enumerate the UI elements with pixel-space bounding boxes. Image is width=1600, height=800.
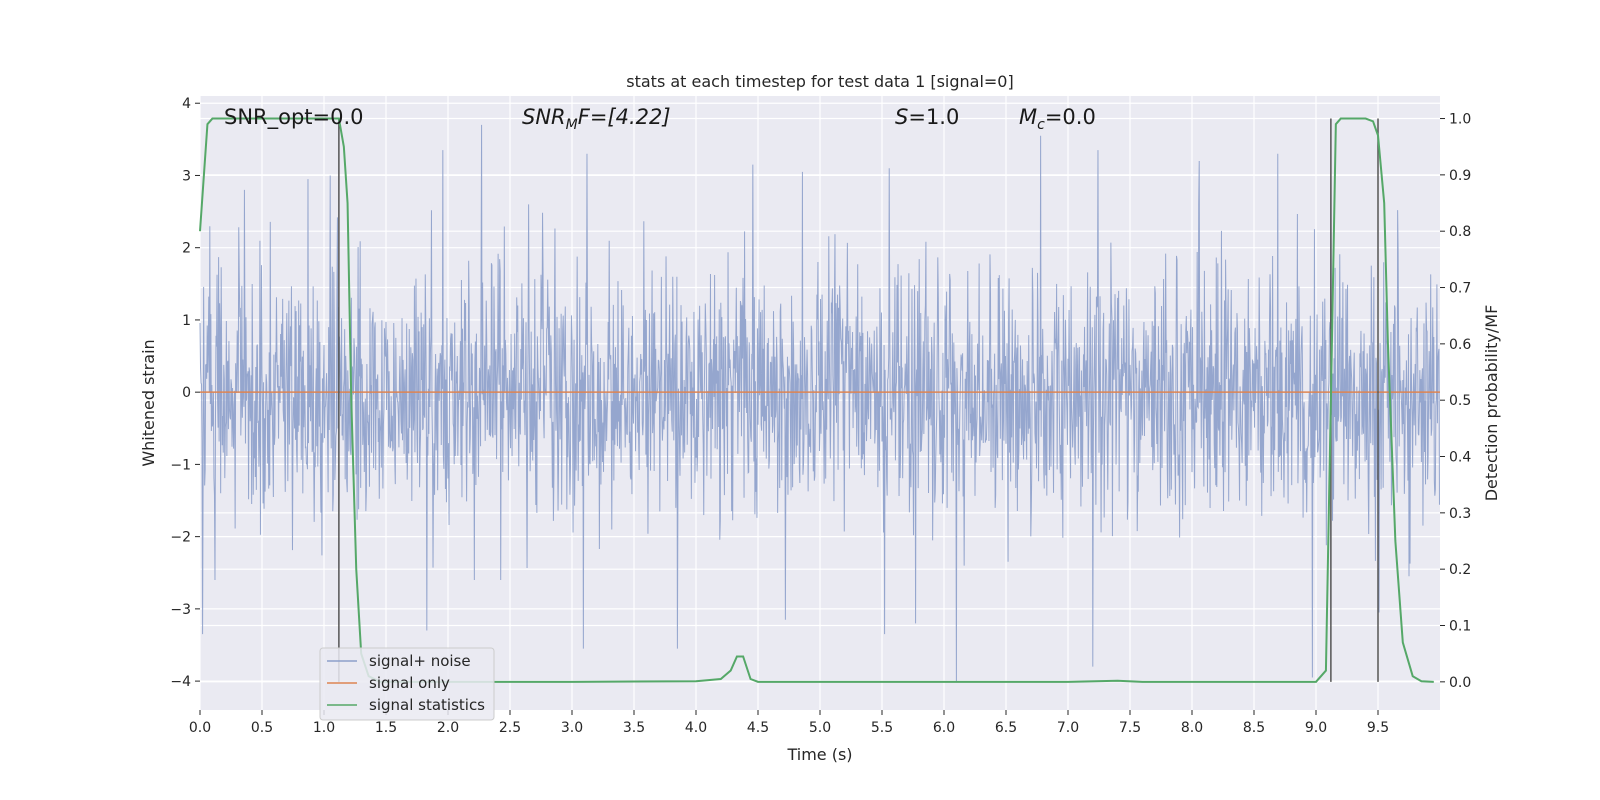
x-tick-label: 9.5: [1367, 720, 1389, 736]
x-tick-label: 3.0: [561, 720, 583, 736]
y-right-tick-label: 0.8: [1449, 224, 1471, 240]
x-tick-label: 8.5: [1243, 720, 1265, 736]
s-value: =1.0: [908, 105, 959, 129]
y-tick-label: −1: [170, 457, 191, 473]
y-tick-label: 2: [182, 241, 191, 257]
y-right-tick-label: 0.2: [1449, 562, 1471, 578]
x-tick-label: 9.0: [1305, 720, 1327, 736]
y-right-tick-label: 0.1: [1449, 619, 1471, 635]
y-right-tick-label: 0.0: [1449, 675, 1471, 691]
x-tick-label: 1.5: [375, 720, 397, 736]
signal-statistics-line: [199, 117, 1434, 683]
mc-annotation: Mc=0.0: [1019, 105, 1096, 133]
x-tick-label: 2.5: [499, 720, 521, 736]
y-tick-label: −4: [170, 674, 191, 690]
s-annotation: S=1.0: [895, 105, 959, 129]
y-tick-label: 1: [182, 313, 191, 329]
legend-box: [319, 647, 495, 721]
y-right-tick-label: 0.3: [1449, 506, 1471, 522]
snr-mf-subscript: M: [566, 117, 578, 133]
snr-opt-annotation: SNR_opt=0.0: [224, 105, 364, 130]
y-right-tick-label: 1.0: [1449, 112, 1471, 128]
x-tick-label: 3.5: [623, 720, 645, 736]
legend-label-signal-only: signal only: [369, 674, 450, 692]
y-tick-label: 0: [182, 385, 191, 401]
x-tick-label: 2.0: [437, 720, 459, 736]
series-signal-plus-noise: [199, 124, 1440, 682]
series-signal-statistics: [199, 117, 1434, 683]
x-tick-label: 6.5: [995, 720, 1017, 736]
snr-mf-symbol: SNR: [522, 105, 566, 129]
legend-label-signal-statistics: signal statistics: [369, 696, 485, 714]
mc-symbol: M: [1019, 105, 1037, 129]
y-right-tick-label: 0.4: [1449, 450, 1471, 466]
x-tick-label: 8.0: [1181, 720, 1203, 736]
x-tick-label: 0.0: [189, 720, 211, 736]
signal-plus-noise-line: [199, 124, 1440, 682]
x-tick-label: 7.0: [1057, 720, 1079, 736]
x-axis-label: Time (s): [786, 745, 852, 764]
y-right-tick-label: 0.6: [1449, 337, 1471, 353]
x-tick-label: 7.5: [1119, 720, 1141, 736]
y-tick-label: 3: [182, 168, 191, 184]
y-tick-label: 4: [182, 96, 191, 112]
y-axis-label: Whitened strain: [139, 339, 158, 466]
y-right-axis-label: Detection probability/MF: [1482, 305, 1501, 502]
mc-value: =0.0: [1045, 105, 1096, 129]
x-axis-ticks: 0.0 0.5 1.0 1.5 2.0 2.5 3.0 3.5 4.0 4.5 5.0 5.5 6.0 6…: [189, 710, 1389, 736]
snr-mf-annotation: SNRMF=[4.22]: [522, 105, 671, 133]
y-right-tick-label: 0.9: [1449, 168, 1471, 184]
y-tick-label: −3: [170, 602, 191, 618]
x-tick-label: 4.0: [685, 720, 707, 736]
x-tick-label: 1.0: [313, 720, 335, 736]
s-symbol: S: [895, 105, 908, 129]
x-tick-label: 6.0: [933, 720, 955, 736]
x-tick-label: 4.5: [747, 720, 769, 736]
y-right-tick-label: 0.5: [1449, 393, 1471, 409]
chart-title: stats at each timestep for test data 1 […: [626, 72, 1013, 91]
legend: signal+ noise signal only signal statist…: [319, 647, 495, 721]
y-right-tick-label: 0.7: [1449, 281, 1471, 297]
mc-subscript: c: [1037, 117, 1045, 133]
x-tick-label: 5.5: [871, 720, 893, 736]
y-tick-label: −2: [170, 530, 191, 546]
y-axis-ticks: −4 −3 −2 −1 0 1 2 3 4: [170, 96, 200, 690]
x-tick-label: 5.0: [809, 720, 831, 736]
y-right-axis-ticks: 0.0 0.1 0.2 0.3 0.4 0.5 0.6 0.7 0.8 0.9 1.0: [1440, 112, 1471, 691]
x-tick-label: 0.5: [251, 720, 273, 736]
legend-label-signal-plus-noise: signal+ noise: [369, 652, 471, 670]
snr-mf-value: F=[4.22]: [578, 105, 671, 129]
